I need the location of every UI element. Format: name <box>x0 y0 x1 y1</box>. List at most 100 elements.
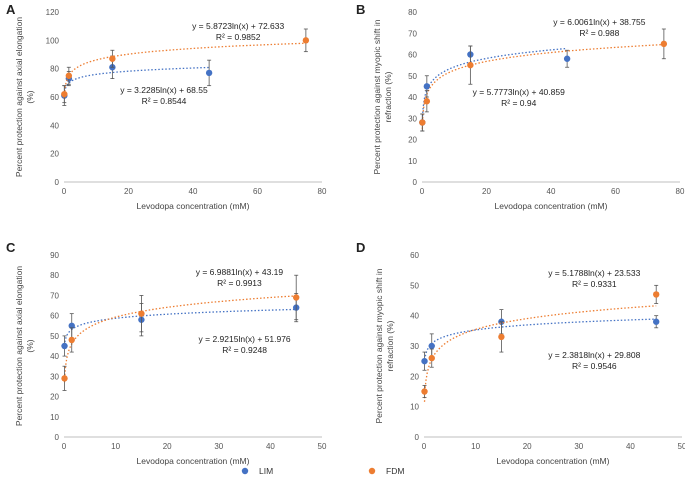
panel-letter: C <box>6 240 16 255</box>
r-squared-label-lim: R² = 0.9248 <box>222 345 267 355</box>
data-point-fdm <box>138 310 145 317</box>
panel-letter: A <box>6 2 16 17</box>
y-tick-label: 80 <box>50 65 59 74</box>
y-tick-label: 70 <box>408 29 417 38</box>
x-tick-label: 20 <box>482 187 491 196</box>
y-tick-label: 90 <box>50 251 59 260</box>
data-point-lim <box>423 83 431 90</box>
data-point-fdm <box>653 291 660 298</box>
x-tick-label: 40 <box>189 187 198 196</box>
equation-label-fdm: y = 6.9881ln(x) + 43.19 <box>196 267 284 277</box>
equation-label-fdm: y = 5.8723ln(x) + 72.633 <box>192 21 284 31</box>
data-point-lim <box>653 318 660 325</box>
legend-label-lim: LIM <box>259 466 273 476</box>
y-tick-label: 70 <box>50 291 59 300</box>
r-squared-label-fdm: R² = 0.9331 <box>572 279 617 289</box>
x-tick-label: 80 <box>318 187 327 196</box>
y-tick-label: 50 <box>408 72 417 81</box>
panel-letter: D <box>356 240 365 255</box>
y-tick-label: 20 <box>408 136 417 145</box>
x-tick-label: 0 <box>62 442 67 451</box>
equation-label-lim: y = 2.3818ln(x) + 29.808 <box>548 350 640 360</box>
y-tick-label: 10 <box>410 403 419 412</box>
y-axis-title: refraction (%) <box>383 71 393 122</box>
data-point-lim <box>68 322 75 329</box>
data-point-lim <box>421 357 428 365</box>
equation-label-lim: y = 2.9215ln(x) + 51.976 <box>199 334 291 344</box>
equation-label-fdm: y = 6.0061ln(x) + 38.755 <box>553 17 645 27</box>
y-tick-label: 80 <box>408 8 417 17</box>
data-point-fdm <box>61 375 68 382</box>
legend-label-fdm: FDM <box>386 466 404 476</box>
data-point-fdm <box>419 119 426 126</box>
x-tick-label: 50 <box>678 442 685 451</box>
x-tick-label: 20 <box>163 442 172 451</box>
x-axis-title: Levodopa concentration (mM) <box>137 201 250 211</box>
x-tick-label: 40 <box>547 187 556 196</box>
y-tick-label: 0 <box>55 433 60 442</box>
x-axis-title: Levodopa concentration (mM) <box>137 456 250 466</box>
y-tick-label: 120 <box>46 8 60 17</box>
y-tick-label: 30 <box>50 372 59 381</box>
r-squared-label-lim: R² = 0.9546 <box>572 361 617 371</box>
data-point-lim <box>61 342 68 350</box>
y-axis-title: Percent protection against axial elongat… <box>14 17 24 177</box>
y-tick-label: 50 <box>410 281 419 290</box>
y-tick-label: 100 <box>46 36 60 45</box>
y-tick-label: 40 <box>410 312 419 321</box>
y-tick-label: 0 <box>55 178 60 187</box>
legend: LIM FDM <box>241 466 404 476</box>
data-point-fdm <box>293 294 300 301</box>
x-tick-label: 0 <box>422 442 427 451</box>
y-tick-label: 10 <box>50 413 59 422</box>
x-tick-label: 20 <box>124 187 133 196</box>
data-point-fdm <box>61 90 68 98</box>
panel-letter: B <box>356 2 365 17</box>
x-tick-label: 10 <box>471 442 480 451</box>
data-point-lim <box>563 55 571 62</box>
series-fdm <box>61 28 310 104</box>
x-tick-label: 30 <box>214 442 223 451</box>
y-tick-label: 20 <box>50 393 59 402</box>
r-squared-label-lim: R² = 0.8544 <box>142 96 187 106</box>
x-tick-label: 60 <box>611 187 620 196</box>
y-axis-title: Percent protection against axial elongat… <box>14 266 24 426</box>
trendline-fdm <box>421 43 664 130</box>
y-tick-label: 20 <box>410 372 419 381</box>
x-tick-label: 30 <box>574 442 583 451</box>
x-axis-title: Levodopa concentration (mM) <box>497 456 610 466</box>
r-squared-label-fdm: R² = 0.9852 <box>216 32 261 42</box>
y-tick-label: 30 <box>408 114 417 123</box>
y-tick-label: 60 <box>408 51 417 60</box>
data-point-fdm <box>421 388 428 395</box>
x-tick-label: 80 <box>676 187 685 196</box>
x-tick-label: 40 <box>266 442 275 451</box>
data-point-fdm <box>467 61 474 69</box>
y-axis-title: (%) <box>25 339 35 352</box>
equation-label-lim: y = 5.7773ln(x) + 40.859 <box>473 87 565 97</box>
series-lim <box>421 309 660 371</box>
chart-panel-a: A 0 20 40 60 80 100 120 0 20 40 60 80 Levodopa concen… <box>6 2 327 211</box>
y-tick-label: 20 <box>50 150 59 159</box>
data-point-fdm <box>109 55 116 62</box>
y-tick-label: 60 <box>50 93 59 102</box>
x-tick-label: 0 <box>62 187 67 196</box>
data-point-fdm <box>428 354 435 362</box>
y-tick-label: 60 <box>50 312 59 321</box>
x-tick-label: 60 <box>253 187 262 196</box>
r-squared-label-lim: R² = 0.94 <box>501 98 536 108</box>
y-tick-label: 0 <box>415 433 420 442</box>
legend-marker-fdm <box>368 467 376 475</box>
y-tick-label: 50 <box>50 332 59 341</box>
data-point-fdm <box>660 40 668 48</box>
equation-label-fdm: y = 5.1788ln(x) + 23.533 <box>548 268 640 278</box>
y-tick-label: 10 <box>408 157 417 166</box>
data-point-fdm <box>302 37 310 44</box>
chart-panel-b: B 0 10 20 30 40 50 60 70 80 0 20 40 60 80 Levodopa conc… <box>356 2 685 211</box>
y-axis-title: Percent protection against myopic shift … <box>374 268 384 423</box>
y-axis-title: (%) <box>25 90 35 103</box>
data-point-fdm <box>423 98 431 105</box>
y-tick-label: 40 <box>408 93 417 102</box>
data-point-fdm <box>68 336 75 344</box>
